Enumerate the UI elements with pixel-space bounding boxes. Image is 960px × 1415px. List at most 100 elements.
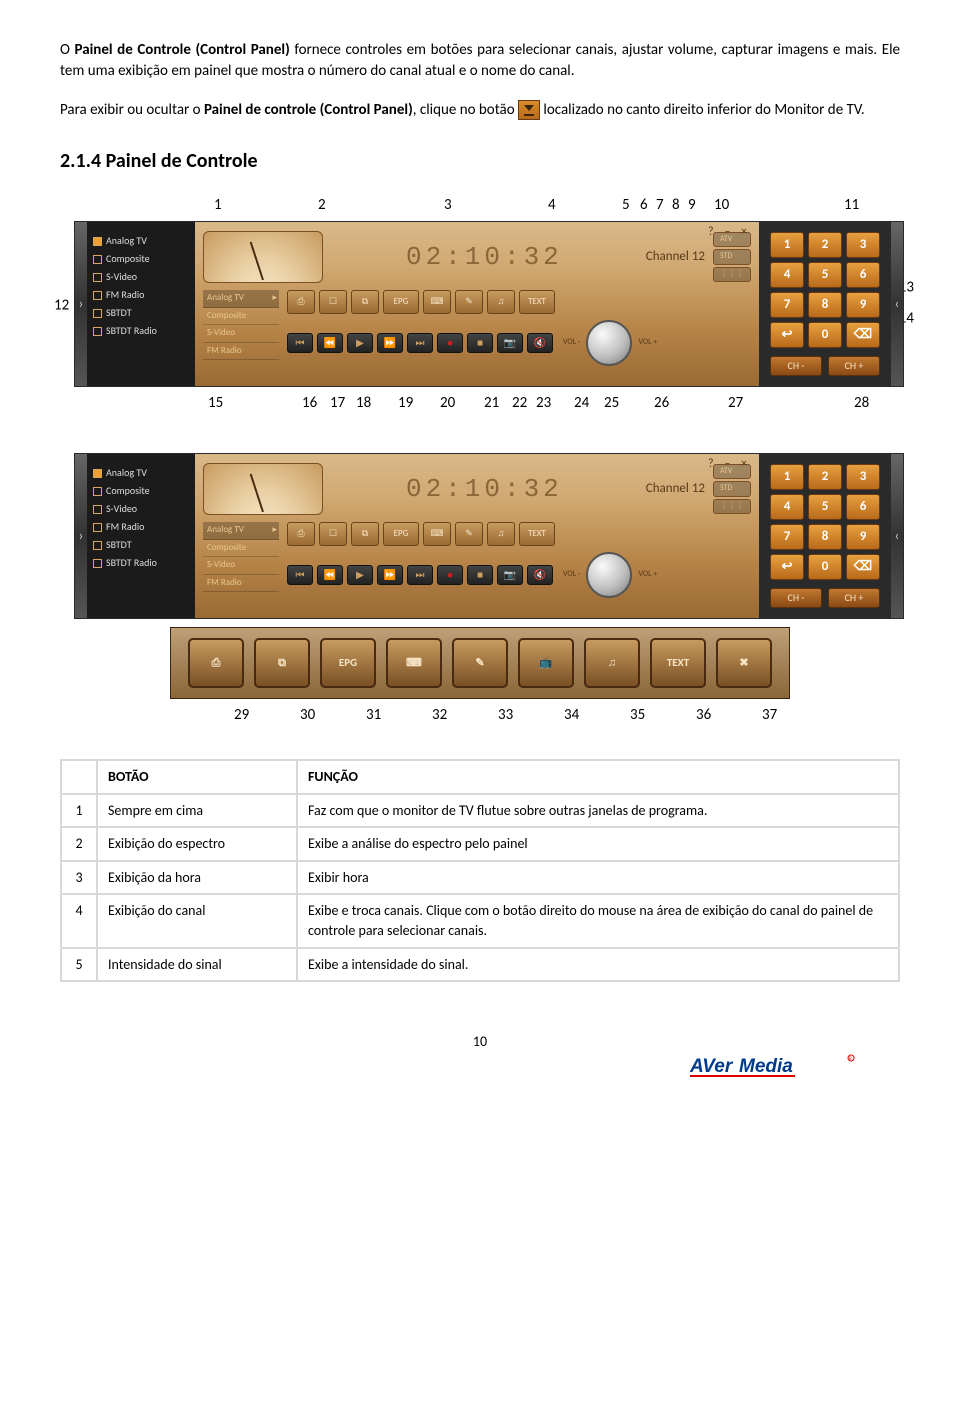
transport-button[interactable]: ⏩	[377, 333, 403, 353]
transport-button[interactable]: ⏮	[287, 565, 313, 585]
transport-button[interactable]: ■	[467, 333, 493, 353]
source-item[interactable]: Analog TV	[93, 466, 189, 480]
toolbar-button[interactable]: ⌨	[423, 290, 451, 314]
channel-display[interactable]: Channel 12	[646, 480, 705, 498]
source-item[interactable]: Composite	[93, 252, 189, 266]
transport-button[interactable]: ▶	[347, 565, 373, 585]
transport-button[interactable]: ⏪	[317, 565, 343, 585]
toolbar-button[interactable]: ☐	[319, 290, 347, 314]
snapshot-button[interactable]: 📷	[497, 333, 523, 353]
num-button[interactable]: 2	[808, 464, 842, 490]
num-button[interactable]: 4	[770, 262, 804, 288]
transport-button[interactable]: ▶	[347, 333, 373, 353]
source-tab[interactable]: FM Radio	[203, 343, 279, 361]
num-button[interactable]: 9	[846, 292, 880, 318]
num-button[interactable]: 0	[808, 322, 842, 348]
record-button[interactable]: ●	[437, 565, 463, 585]
num-button[interactable]: 5	[808, 494, 842, 520]
toolbar-button[interactable]: ☐	[319, 522, 347, 546]
big-button[interactable]: ✎	[452, 638, 508, 688]
window-controls[interactable]: ? – ×	[708, 456, 751, 473]
ch-minus-button[interactable]: CH -	[770, 356, 822, 376]
ch-plus-button[interactable]: CH +	[828, 588, 880, 608]
transport-button[interactable]: ⏪	[317, 333, 343, 353]
num-button[interactable]: 6	[846, 262, 880, 288]
source-tab[interactable]: Analog TV	[203, 290, 279, 308]
toolbar-button[interactable]: TEXT	[519, 522, 555, 546]
toolbar-button[interactable]: EPG	[383, 522, 419, 546]
transport-button[interactable]: ⏮	[287, 333, 313, 353]
num-button[interactable]: ↩	[770, 322, 804, 348]
source-item[interactable]: FM Radio	[93, 520, 189, 534]
mute-button[interactable]: 🔇	[527, 565, 553, 585]
num-button[interactable]: ↩	[770, 554, 804, 580]
source-tab[interactable]: S-Video	[203, 557, 279, 575]
edge-left[interactable]: ›	[75, 454, 87, 618]
toolbar-button[interactable]: ⎙	[287, 522, 315, 546]
transport-button[interactable]: ⏭	[407, 333, 433, 353]
ch-plus-button[interactable]: CH +	[828, 356, 880, 376]
toolbar-button[interactable]: ♫	[487, 290, 515, 314]
source-item[interactable]: Analog TV	[93, 234, 189, 248]
num-button[interactable]: 6	[846, 494, 880, 520]
record-button[interactable]: ●	[437, 333, 463, 353]
num-button[interactable]: 4	[770, 494, 804, 520]
source-tab[interactable]: Composite	[203, 308, 279, 326]
num-button[interactable]: 3	[846, 464, 880, 490]
num-button[interactable]: 9	[846, 524, 880, 550]
mute-button[interactable]: 🔇	[527, 333, 553, 353]
source-item[interactable]: SBTDT	[93, 538, 189, 552]
source-item[interactable]: Composite	[93, 484, 189, 498]
num-button[interactable]: 2	[808, 232, 842, 258]
num-button[interactable]: ⌫	[846, 554, 880, 580]
channel-display[interactable]: Channel 12	[646, 248, 705, 266]
source-tab[interactable]: S-Video	[203, 325, 279, 343]
source-item[interactable]: SBTDT Radio	[93, 556, 189, 570]
big-button[interactable]: ⌨	[386, 638, 442, 688]
transport-button[interactable]: ■	[467, 565, 493, 585]
big-button[interactable]: EPG	[320, 638, 376, 688]
volume-knob[interactable]	[586, 320, 632, 366]
big-button[interactable]: ⎙	[188, 638, 244, 688]
window-controls[interactable]: ? – ×	[708, 224, 751, 241]
toolbar-button[interactable]: ⧉	[351, 290, 379, 314]
num-button[interactable]: 8	[808, 524, 842, 550]
big-button[interactable]: ⧉	[254, 638, 310, 688]
source-item[interactable]: S-Video	[93, 502, 189, 516]
toolbar-button[interactable]: EPG	[383, 290, 419, 314]
num-button[interactable]: 3	[846, 232, 880, 258]
snapshot-button[interactable]: 📷	[497, 565, 523, 585]
num-button[interactable]: 5	[808, 262, 842, 288]
big-button[interactable]: TEXT	[650, 638, 706, 688]
toolbar-button[interactable]: ⎙	[287, 290, 315, 314]
source-tab[interactable]: Composite	[203, 540, 279, 558]
num-button[interactable]: 1	[770, 232, 804, 258]
transport-button[interactable]: ⏭	[407, 565, 433, 585]
edge-right[interactable]: ‹	[891, 222, 903, 386]
toolbar-button[interactable]: ✎	[455, 290, 483, 314]
source-tab[interactable]: Analog TV	[203, 522, 279, 540]
big-button[interactable]: ♫	[584, 638, 640, 688]
source-item[interactable]: SBTDT Radio	[93, 324, 189, 338]
num-button[interactable]: 7	[770, 292, 804, 318]
num-button[interactable]: 0	[808, 554, 842, 580]
edge-right[interactable]: ‹	[891, 454, 903, 618]
big-button[interactable]: 📺	[518, 638, 574, 688]
toolbar-button[interactable]: TEXT	[519, 290, 555, 314]
edge-left[interactable]: ›	[75, 222, 87, 386]
toolbar-button[interactable]: ⌨	[423, 522, 451, 546]
toolbar-button[interactable]: ♫	[487, 522, 515, 546]
volume-knob[interactable]	[586, 552, 632, 598]
source-tab[interactable]: FM Radio	[203, 575, 279, 593]
toolbar-button[interactable]: ✎	[455, 522, 483, 546]
num-button[interactable]: 1	[770, 464, 804, 490]
ch-minus-button[interactable]: CH -	[770, 588, 822, 608]
source-item[interactable]: FM Radio	[93, 288, 189, 302]
source-item[interactable]: S-Video	[93, 270, 189, 284]
num-button[interactable]: 8	[808, 292, 842, 318]
transport-button[interactable]: ⏩	[377, 565, 403, 585]
source-item[interactable]: SBTDT	[93, 306, 189, 320]
num-button[interactable]: 7	[770, 524, 804, 550]
big-button[interactable]: ✖	[716, 638, 772, 688]
num-button[interactable]: ⌫	[846, 322, 880, 348]
